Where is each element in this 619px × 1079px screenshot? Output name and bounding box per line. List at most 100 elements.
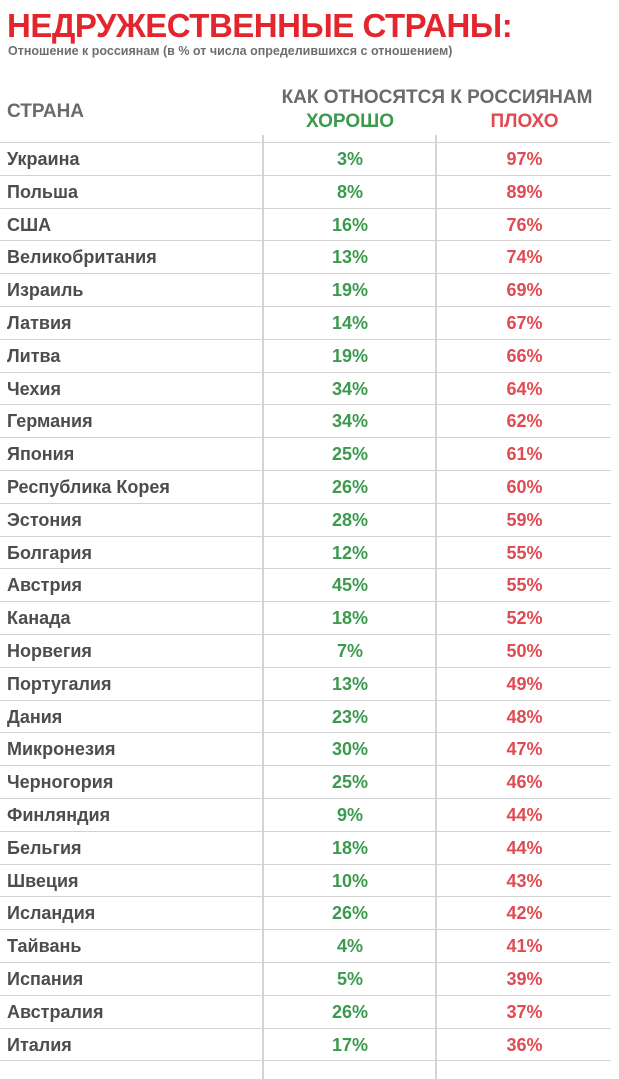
country-name: Эстония [7,509,82,530]
column-header-good: ХОРОШО [305,111,395,132]
country-name: Латвия [7,312,72,333]
country-name: Германия [7,411,93,432]
country-name: Япония [7,444,75,465]
bad-percent: 74% [506,247,543,268]
country-name: Исландия [7,903,96,924]
good-percent: 26% [331,476,369,497]
row-divider [0,732,611,734]
row-divider [0,1060,611,1062]
bad-percent: 60% [506,476,543,497]
bad-percent: 44% [506,837,543,858]
country-name: Норвегия [7,640,92,661]
country-name: Испания [7,968,84,989]
table-row: Австралия 26% 37% [0,996,619,1029]
good-percent: 19% [331,280,369,301]
country-name: Великобритания [7,247,157,268]
table-row: Республика Корея 26% 60% [0,471,619,504]
bad-percent: 36% [506,1034,543,1055]
good-percent: 45% [331,575,369,596]
row-divider [0,994,611,996]
bad-percent: 61% [506,444,543,465]
country-name: Тайвань [7,936,82,957]
row-divider [0,797,611,799]
row-divider [0,371,611,373]
bad-percent: 52% [506,608,543,629]
country-name: Литва [7,345,61,366]
row-divider [0,830,611,832]
bad-percent: 55% [506,542,543,563]
good-percent: 5% [336,968,363,989]
bad-percent: 76% [506,214,543,235]
bad-percent: 41% [506,936,543,957]
good-percent: 13% [331,673,369,694]
table-row: Бельгия 18% 44% [0,832,619,865]
table-row: Япония 25% 61% [0,438,619,471]
good-percent: 4% [336,936,363,957]
bad-percent: 62% [506,411,543,432]
table-row: Литва 19% 66% [0,340,619,373]
bad-percent: 46% [506,772,543,793]
table-row: Испания 5% 39% [0,963,619,996]
good-percent: 14% [331,312,369,333]
table-row: Чехия 34% 64% [0,373,619,406]
good-percent: 18% [331,608,369,629]
country-name: Австралия [7,1001,104,1022]
page-subtitle: Отношение к россиянам (в % от числа опре… [8,44,453,58]
column-divider-bad [435,135,437,1079]
good-percent: 19% [331,345,369,366]
row-divider [0,961,611,963]
country-name: Израиль [7,280,84,301]
bad-percent: 47% [506,739,543,760]
table-row: Эстония 28% 59% [0,504,619,537]
row-divider [0,469,611,471]
bad-percent: 66% [506,345,543,366]
row-divider [0,207,611,209]
row-divider [0,240,611,242]
row-divider [0,699,611,701]
good-percent: 9% [336,804,363,825]
table-row: Латвия 14% 67% [0,307,619,340]
table-row: Черногория 25% 46% [0,766,619,799]
table-row: Украина 3% 97% [0,143,619,176]
row-divider [0,338,611,340]
column-divider-good [262,135,264,1079]
column-header-bad: ПЛОХО [490,111,559,132]
country-name: Португалия [7,673,112,694]
country-name: Черногория [7,772,114,793]
table-row: Дания 23% 48% [0,701,619,734]
bad-percent: 67% [506,312,543,333]
table-row: Микронезия 30% 47% [0,733,619,767]
bad-percent: 39% [506,968,543,989]
bad-percent: 97% [506,149,543,169]
bad-percent: 49% [506,673,543,694]
row-divider [0,601,611,603]
good-percent: 18% [331,837,369,858]
table-row: Исландия 26% 42% [0,897,619,931]
country-name: Микронезия [7,739,116,760]
good-percent: 7% [336,640,363,661]
table-row: Германия 34% 62% [0,405,619,439]
row-divider [0,896,611,898]
table-row: Финляндия 9% 44% [0,799,619,832]
row-divider [0,863,611,865]
country-name: Польша [7,181,78,202]
good-percent: 28% [331,509,369,530]
good-percent: 25% [331,772,369,793]
country-name: Австрия [7,575,83,596]
country-name: Швеция [7,870,79,891]
good-percent: 10% [331,870,369,891]
bad-percent: 37% [506,1001,543,1022]
country-name: Финляндия [7,804,111,825]
good-percent: 23% [331,706,369,727]
table-row: Болгария 12% 55% [0,537,619,570]
row-divider [0,273,611,275]
table-row: Норвегия 7% 50% [0,635,619,668]
column-group-header: КАК ОТНОСЯТСЯ К РОССИЯНАМ [281,87,593,108]
row-divider [0,305,611,307]
row-divider [0,1027,611,1029]
bad-percent: 69% [506,280,543,301]
good-percent: 34% [331,411,369,432]
country-name: Италия [7,1034,72,1055]
good-percent: 25% [331,444,369,465]
row-divider [0,568,611,570]
